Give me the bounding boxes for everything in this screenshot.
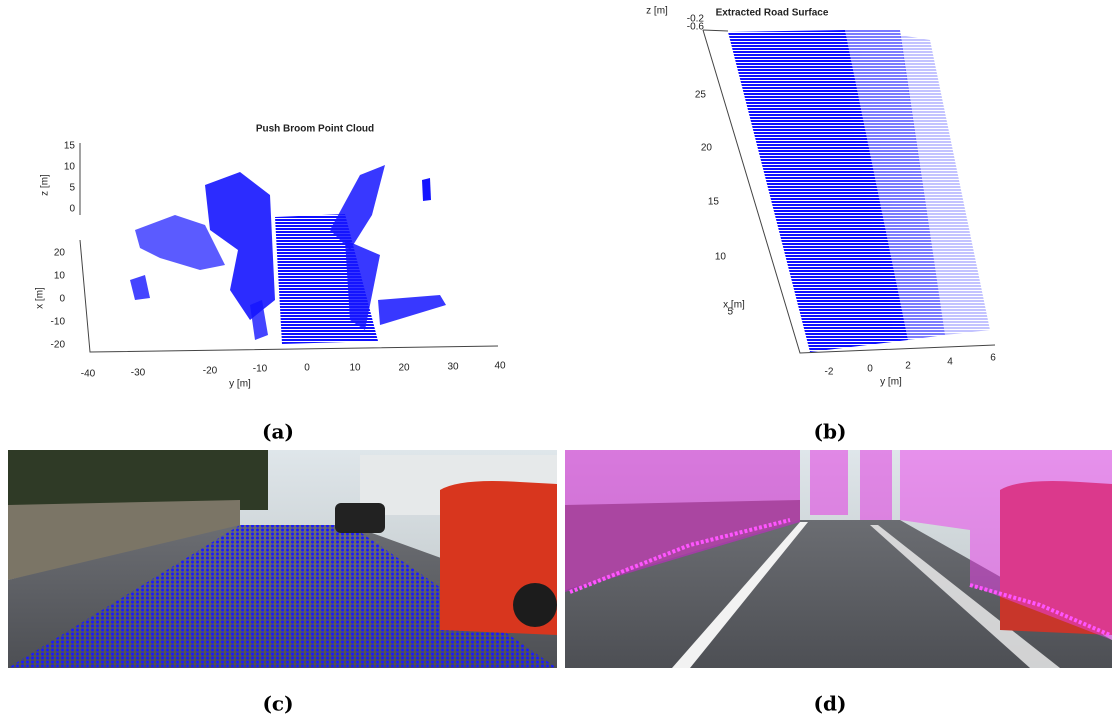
panel-label: (b) bbox=[814, 420, 847, 444]
tick-label: 0 bbox=[304, 363, 310, 374]
tick-label: 10 bbox=[349, 363, 361, 374]
axis-label: z [m] bbox=[40, 174, 51, 196]
tick-label: -10 bbox=[253, 364, 268, 375]
tick-label: -30 bbox=[131, 368, 146, 379]
tick-label: 5 bbox=[727, 307, 733, 318]
tick-label: 6 bbox=[990, 353, 996, 364]
tick-label: 25 bbox=[695, 90, 707, 101]
tick-label: 20 bbox=[54, 248, 66, 259]
tick-label: -20 bbox=[51, 340, 66, 351]
tick-label: 30 bbox=[447, 362, 459, 373]
page: {"panels": [ {"label": "(a)", "title": "… bbox=[0, 0, 1116, 720]
tick-label: 15 bbox=[64, 141, 76, 152]
tick-label: 0 bbox=[69, 204, 75, 215]
tick-label: -10 bbox=[51, 317, 66, 328]
axis-label: x [m] bbox=[723, 300, 745, 311]
figure: (a) Push Broom Point Cloud z [m] 15 10 5 0 x [m… bbox=[0, 0, 1116, 720]
axis-label: y [m] bbox=[880, 377, 902, 388]
axis-label: y [m] bbox=[229, 379, 251, 390]
tick-label: 5 bbox=[69, 183, 75, 194]
panel-a-plot bbox=[80, 143, 498, 352]
tick-label: 4 bbox=[947, 357, 953, 368]
tick-label: -20 bbox=[203, 366, 218, 377]
plot-title: Push Broom Point Cloud bbox=[256, 124, 374, 135]
photo-d bbox=[565, 450, 1112, 668]
tick-label: -40 bbox=[81, 369, 96, 380]
panel-b-plot bbox=[703, 30, 995, 353]
tick-label: 15 bbox=[708, 197, 720, 208]
tick-label: -0.6 bbox=[687, 22, 705, 33]
tick-label: 40 bbox=[494, 361, 506, 372]
tick-label: 10 bbox=[715, 252, 727, 263]
panel-label: (c) bbox=[262, 692, 293, 716]
tick-label: 10 bbox=[54, 271, 66, 282]
axis-label: z [m] bbox=[646, 6, 668, 17]
tick-label: 20 bbox=[701, 143, 713, 154]
tick-label: 0 bbox=[867, 364, 873, 375]
axis-label: x [m] bbox=[35, 287, 46, 309]
tick-label: 20 bbox=[398, 363, 410, 374]
plot-title: Extracted Road Surface bbox=[716, 8, 829, 19]
tick-label: 2 bbox=[905, 361, 911, 372]
panel-label: (a) bbox=[262, 420, 294, 444]
panel-label: (d) bbox=[814, 692, 847, 716]
tick-label: 10 bbox=[64, 162, 76, 173]
photo-c bbox=[8, 450, 557, 668]
tick-label: -2 bbox=[825, 367, 834, 378]
tick-label: 0 bbox=[59, 294, 65, 305]
